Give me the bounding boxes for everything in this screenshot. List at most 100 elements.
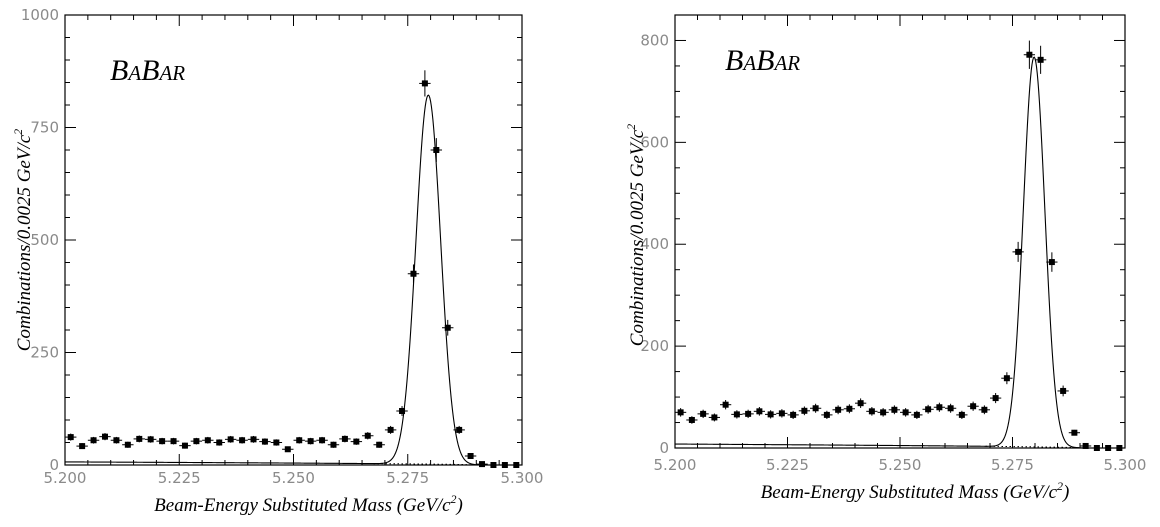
- background-fit-curve: [373, 463, 522, 466]
- x-tick-label: 5.250: [272, 469, 315, 487]
- data-point: [711, 414, 718, 421]
- y-tick-label: 500: [30, 231, 59, 249]
- plot-frame: [674, 14, 1126, 449]
- data-point: [1071, 429, 1078, 436]
- data-point: [992, 395, 999, 402]
- data-point: [857, 400, 864, 407]
- data-point: [501, 462, 508, 468]
- data-point: [90, 437, 97, 444]
- data-point: [479, 461, 486, 468]
- data-point: [250, 436, 257, 443]
- data-point: [421, 80, 428, 87]
- y-tick-label: 750: [30, 119, 59, 137]
- data-point: [745, 410, 752, 417]
- data-point: [778, 410, 785, 417]
- babar-logo: BABAR: [725, 44, 800, 77]
- data-point: [936, 404, 943, 411]
- data-point: [880, 409, 887, 416]
- data-point: [410, 270, 417, 277]
- data-point: [159, 438, 166, 445]
- x-axis-title: Beam-Energy Substituted Mass (GeV/c2): [761, 479, 1070, 503]
- data-point: [216, 439, 223, 446]
- y-tick-label: 0: [49, 456, 59, 474]
- y-tick-label: 1000: [21, 6, 59, 24]
- data-point: [1015, 248, 1022, 255]
- data-point: [891, 406, 898, 413]
- data-point: [204, 437, 211, 444]
- data-point: [1048, 259, 1055, 266]
- data-point: [193, 438, 200, 445]
- data-point: [1026, 51, 1033, 58]
- data-point: [812, 405, 819, 412]
- x-tick-label: 5.275: [386, 469, 429, 487]
- data-point: [456, 426, 463, 433]
- x-tick-label: 5.275: [991, 456, 1034, 474]
- x-tick-label: 5.225: [158, 469, 201, 487]
- y-axis-title: Combinations/0.0025 GeV/c2: [624, 124, 648, 346]
- data-point: [513, 462, 520, 468]
- data-point: [722, 401, 729, 408]
- data-point: [67, 434, 74, 441]
- data-point: [1093, 445, 1100, 451]
- y-tick-label: 600: [640, 133, 669, 151]
- data-point: [756, 408, 763, 415]
- data-point: [273, 439, 280, 446]
- data-point: [1003, 375, 1010, 382]
- y-tick-label: 0: [659, 439, 669, 457]
- x-tick-label: 5.200: [654, 456, 697, 474]
- data-point: [170, 438, 177, 445]
- data-point: [444, 324, 451, 331]
- data-point: [1037, 56, 1044, 63]
- data-point: [124, 441, 131, 448]
- y-tick-label: 800: [640, 31, 669, 49]
- data-point: [767, 411, 774, 418]
- data-point: [136, 435, 143, 442]
- data-point: [307, 438, 314, 445]
- data-point: [433, 147, 440, 153]
- data-point: [913, 411, 920, 418]
- data-point: [677, 409, 684, 416]
- data-point: [835, 406, 842, 413]
- x-tick-label: 5.300: [501, 469, 544, 487]
- data-point: [868, 408, 875, 415]
- data-point: [341, 435, 348, 442]
- data-point: [947, 405, 954, 412]
- total-fit-curve: [65, 94, 522, 466]
- data-point: [239, 437, 246, 444]
- data-point: [387, 426, 394, 433]
- data-point: [801, 407, 808, 414]
- data-point: [79, 443, 86, 450]
- data-point: [925, 406, 932, 413]
- data-point: [181, 442, 188, 449]
- data-point: [700, 410, 707, 417]
- babar-logo: BABAR: [110, 54, 185, 87]
- data-point: [823, 411, 830, 418]
- y-axis-title: Combinations/0.0025 GeV/c2: [11, 129, 35, 351]
- data-point: [902, 409, 909, 416]
- data-point: [261, 438, 268, 445]
- data-point: [284, 446, 291, 453]
- data-point: [688, 416, 695, 423]
- data-point: [147, 436, 154, 443]
- data-point: [1116, 445, 1123, 451]
- data-point: [790, 411, 797, 418]
- data-point: [733, 411, 740, 418]
- total-fit-curve: [675, 56, 1125, 449]
- data-point: [1060, 387, 1067, 394]
- y-tick-label: 200: [640, 337, 669, 355]
- x-axis-title: Beam-Energy Substituted Mass (GeV/c2): [154, 492, 463, 516]
- data-point: [227, 436, 234, 443]
- data-point: [1082, 442, 1089, 449]
- data-point: [319, 437, 326, 444]
- data-point: [490, 462, 497, 468]
- data-point: [296, 437, 303, 444]
- x-tick-label: 5.200: [44, 469, 87, 487]
- data-point: [1105, 445, 1112, 451]
- data-point: [113, 437, 120, 444]
- data-point: [981, 406, 988, 413]
- data-point: [958, 411, 965, 418]
- x-tick-label: 5.250: [879, 456, 922, 474]
- x-tick-label: 5.300: [1104, 456, 1147, 474]
- x-tick-label: 5.225: [766, 456, 809, 474]
- data-point: [376, 441, 383, 448]
